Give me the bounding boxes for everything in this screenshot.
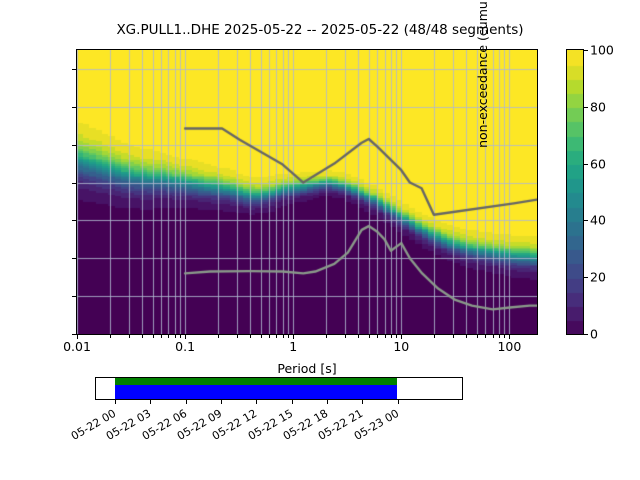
- x-tick-label: 100: [497, 339, 522, 354]
- x-tick-mark: [377, 335, 378, 338]
- colorbar-tick-mark: [584, 277, 588, 278]
- x-tick-mark: [261, 335, 262, 338]
- plot-title: XG.PULL1..DHE 2025-05-22 -- 2025-05-22 (…: [116, 22, 524, 38]
- colorbar-tick-label: 20: [590, 269, 606, 285]
- timeline-tick-mark: [292, 400, 293, 404]
- x-tick-mark: [499, 335, 500, 338]
- colorbar-tick-label: 60: [590, 156, 606, 172]
- x-tick-mark: [269, 335, 270, 338]
- ppsd-plot-area[interactable]: [76, 49, 538, 335]
- timeline-segments-strip: [115, 378, 397, 385]
- y-tick-mark: [72, 220, 76, 221]
- colorbar-tick-mark: [584, 164, 588, 165]
- x-tick-mark: [161, 335, 162, 338]
- x-tick-mark: [276, 335, 277, 338]
- colorbar-gradient: [567, 50, 583, 334]
- x-tick-mark: [391, 335, 392, 338]
- colorbar-tick-label: 80: [590, 99, 606, 115]
- x-tick-mark: [401, 335, 402, 339]
- colorbar[interactable]: [566, 49, 584, 335]
- x-tick-mark: [175, 335, 176, 338]
- x-tick-mark: [493, 335, 494, 338]
- x-tick-mark: [453, 335, 454, 338]
- x-axis-label: Period [s]: [277, 361, 337, 376]
- x-tick-label: 0.01: [63, 339, 91, 354]
- x-tick-mark: [168, 335, 169, 338]
- noise-model-curves: [77, 50, 537, 334]
- x-tick-mark: [250, 335, 251, 338]
- y-tick-mark: [72, 69, 76, 70]
- timeline-tick-mark: [115, 400, 116, 404]
- x-tick-mark: [153, 335, 154, 338]
- colorbar-tick-mark: [584, 107, 588, 108]
- timeline-tick-mark: [398, 400, 399, 404]
- colorbar-tick-label: 0: [590, 326, 598, 342]
- x-tick-mark: [237, 335, 238, 338]
- x-tick-mark: [466, 335, 467, 338]
- x-tick-mark: [385, 335, 386, 338]
- x-tick-mark: [180, 335, 181, 338]
- x-tick-mark: [77, 335, 78, 339]
- timeline-tick-mark: [256, 400, 257, 404]
- x-tick-mark: [110, 335, 111, 338]
- timeline-tick-mark: [221, 400, 222, 404]
- x-tick-mark: [477, 335, 478, 338]
- y-tick-mark: [72, 334, 76, 335]
- x-tick-mark: [185, 335, 186, 339]
- x-tick-mark: [358, 335, 359, 338]
- x-tick-label: 0.1: [175, 339, 196, 354]
- y-tick-mark: [72, 145, 76, 146]
- timeline-tick-mark: [327, 400, 328, 404]
- y-tick-mark: [72, 296, 76, 297]
- colorbar-tick-mark: [584, 334, 588, 335]
- x-tick-mark: [396, 335, 397, 338]
- x-tick-mark: [283, 335, 284, 338]
- timeline-tick-mark: [362, 400, 363, 404]
- colorbar-tick-label: 40: [590, 212, 606, 228]
- x-tick-mark: [142, 335, 143, 338]
- x-tick-mark: [129, 335, 130, 338]
- colorbar-tick-label: 100: [590, 42, 614, 58]
- y-tick-mark: [72, 183, 76, 184]
- timeline-data-strip: [115, 385, 397, 399]
- colorbar-tick-mark: [584, 50, 588, 51]
- y-tick-mark: [72, 258, 76, 259]
- y-tick-mark: [72, 107, 76, 108]
- timeline-tick-mark: [186, 400, 187, 404]
- timeline-coverage-bar[interactable]: [95, 377, 463, 400]
- x-tick-mark: [509, 335, 510, 339]
- x-tick-mark: [369, 335, 370, 338]
- colorbar-tick-mark: [584, 220, 588, 221]
- x-tick-mark: [434, 335, 435, 338]
- x-tick-mark: [218, 335, 219, 338]
- x-tick-mark: [504, 335, 505, 338]
- x-tick-label: 1: [289, 339, 298, 354]
- x-tick-mark: [293, 335, 294, 339]
- x-tick-mark: [485, 335, 486, 338]
- x-tick-mark: [288, 335, 289, 338]
- timeline-tick-mark: [150, 400, 151, 404]
- x-tick-mark: [326, 335, 327, 338]
- colorbar-label: non-exceedance (cumulative) [%]: [475, 0, 490, 148]
- x-tick-mark: [345, 335, 346, 338]
- x-tick-label: 10: [393, 339, 410, 354]
